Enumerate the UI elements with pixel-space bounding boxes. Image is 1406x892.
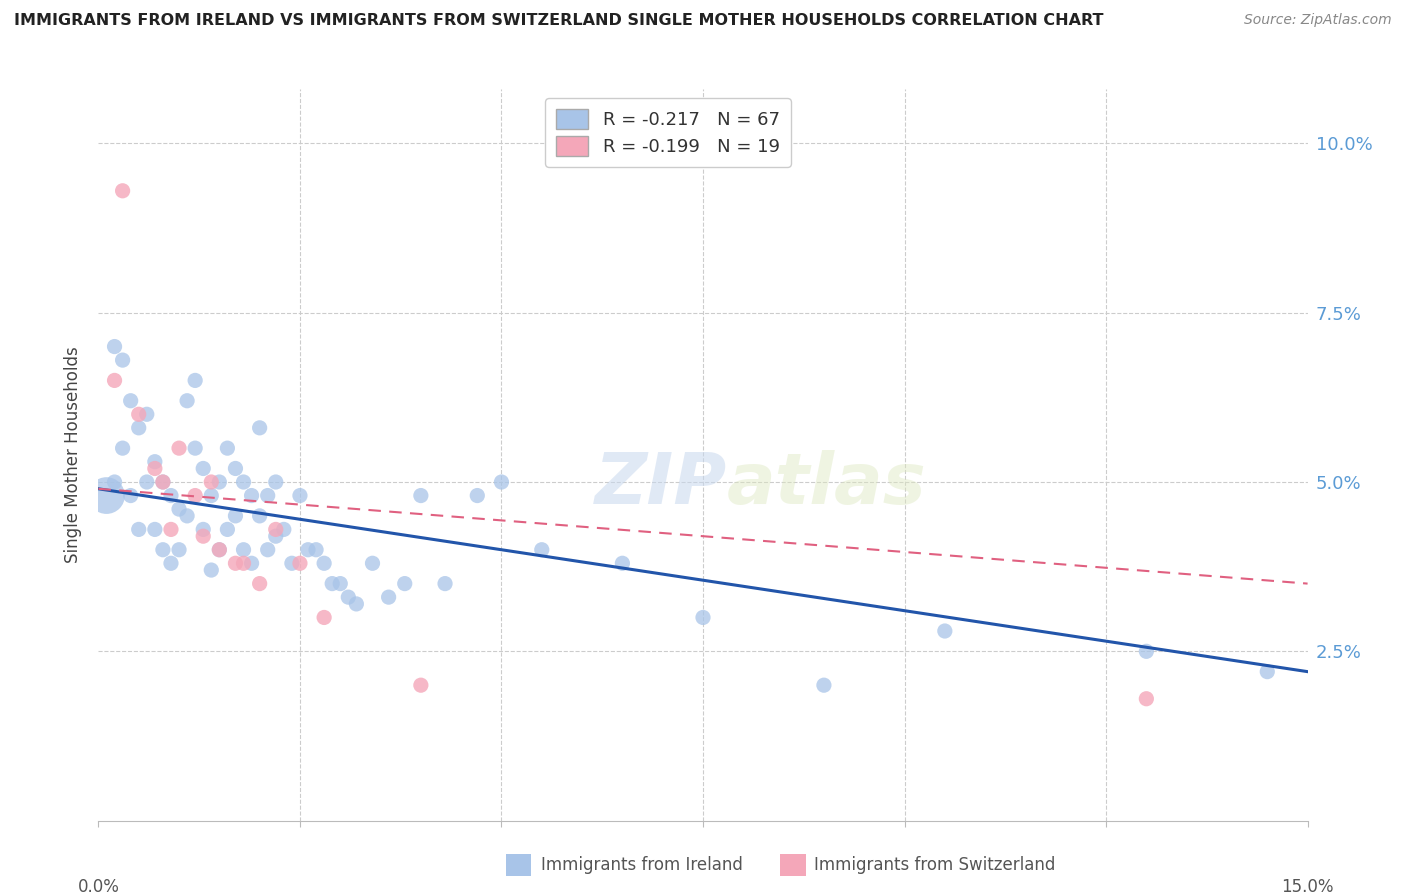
Point [297, 542, 319, 557]
Point [232, 542, 254, 557]
Point [135, 475, 157, 489]
Point [934, 624, 956, 638]
Point [314, 610, 336, 624]
Point [530, 542, 553, 557]
Point [184, 441, 207, 455]
Point [264, 475, 287, 489]
Point [264, 523, 287, 537]
Point [344, 597, 367, 611]
Point [152, 475, 174, 489]
Point [224, 461, 246, 475]
Point [176, 393, 198, 408]
Point [217, 441, 239, 455]
Point [329, 576, 352, 591]
Point [143, 523, 166, 537]
Point [167, 542, 190, 557]
Text: 0.0%: 0.0% [77, 879, 120, 892]
Point [111, 184, 134, 198]
Point [193, 529, 215, 543]
Point [167, 502, 190, 516]
Point [232, 556, 254, 570]
Point [152, 475, 174, 489]
Point [337, 590, 360, 604]
Point [120, 489, 142, 503]
Point [409, 489, 432, 503]
Point [1135, 644, 1157, 658]
Point [176, 508, 198, 523]
Point [288, 556, 311, 570]
Point [612, 556, 634, 570]
Point [491, 475, 513, 489]
Point [232, 475, 254, 489]
Text: Immigrants from Switzerland: Immigrants from Switzerland [814, 856, 1056, 874]
Point [264, 529, 287, 543]
Point [465, 489, 488, 503]
Legend: R = -0.217   N = 67, R = -0.199   N = 19: R = -0.217 N = 67, R = -0.199 N = 19 [546, 98, 790, 167]
Point [200, 489, 222, 503]
Point [128, 421, 150, 435]
Text: ZIP: ZIP [595, 450, 727, 518]
Point [1135, 691, 1157, 706]
Point [167, 441, 190, 455]
Point [314, 556, 336, 570]
Point [692, 610, 714, 624]
Y-axis label: Single Mother Households: Single Mother Households [65, 347, 83, 563]
Point [184, 373, 207, 387]
Point [111, 441, 134, 455]
Point [96, 489, 118, 503]
Point [103, 373, 125, 387]
Point [256, 489, 278, 503]
Point [434, 576, 457, 591]
Point [200, 563, 222, 577]
Point [128, 407, 150, 421]
Point [103, 475, 125, 489]
Point [240, 489, 263, 503]
Point [111, 353, 134, 368]
Point [273, 523, 295, 537]
Text: atlas: atlas [727, 450, 927, 518]
Point [321, 576, 343, 591]
Point [1256, 665, 1278, 679]
Point [305, 542, 328, 557]
Point [394, 576, 416, 591]
Point [249, 576, 271, 591]
Point [813, 678, 835, 692]
Point [409, 678, 432, 692]
Point [217, 523, 239, 537]
Point [160, 556, 183, 570]
Point [143, 455, 166, 469]
Point [143, 461, 166, 475]
Text: Immigrants from Ireland: Immigrants from Ireland [541, 856, 744, 874]
Text: Source: ZipAtlas.com: Source: ZipAtlas.com [1244, 13, 1392, 28]
Point [103, 340, 125, 354]
Point [128, 523, 150, 537]
Point [256, 542, 278, 557]
Point [249, 508, 271, 523]
Point [184, 489, 207, 503]
Point [224, 556, 246, 570]
Text: 15.0%: 15.0% [1281, 879, 1334, 892]
Point [152, 542, 174, 557]
Point [208, 475, 231, 489]
Point [249, 421, 271, 435]
Point [377, 590, 399, 604]
Point [160, 523, 183, 537]
Text: IMMIGRANTS FROM IRELAND VS IMMIGRANTS FROM SWITZERLAND SINGLE MOTHER HOUSEHOLDS : IMMIGRANTS FROM IRELAND VS IMMIGRANTS FR… [14, 13, 1104, 29]
Point [160, 489, 183, 503]
Point [193, 461, 215, 475]
Point [224, 508, 246, 523]
Point [240, 556, 263, 570]
Point [208, 542, 231, 557]
Point [193, 523, 215, 537]
Point [361, 556, 384, 570]
Point [200, 475, 222, 489]
Point [288, 489, 311, 503]
Point [208, 542, 231, 557]
Point [120, 393, 142, 408]
Point [281, 556, 304, 570]
Point [135, 407, 157, 421]
